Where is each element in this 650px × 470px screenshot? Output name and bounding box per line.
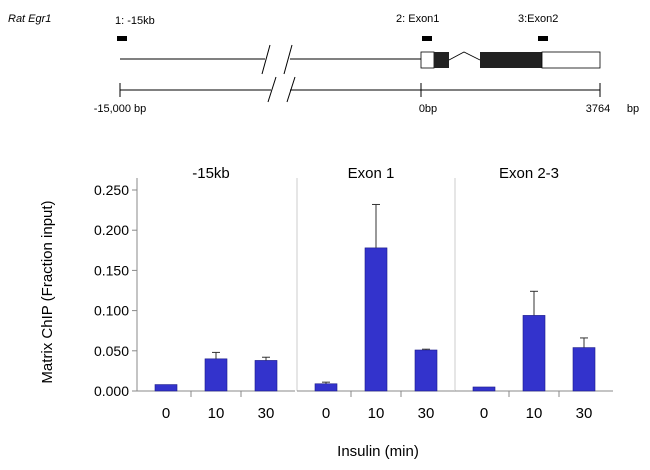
scale-unit-label: bp [627,103,639,115]
panel-1-title: Exon 1 [348,165,395,182]
probe-label-1: 1: -15kb [115,15,155,27]
y-tick-label: 0.250 [94,182,129,198]
exon1-utr [420,51,435,69]
panel-0-bar-2 [254,360,278,392]
y-tick-label: 0.200 [94,222,129,238]
probe-mark-1 [117,36,127,41]
panel-0-bar-1 [204,358,228,392]
y-tick-label: 0.050 [94,343,129,359]
scale-break-mark-2 [286,76,296,103]
scale-label-mid: 0bp [419,103,437,115]
bar-charts: 0.250 0.200 0.150 0.100 0.050 0.000 -15kb 0 10 30… [94,165,613,422]
y-tick-label: 0.150 [94,262,129,278]
panel-1-bar-1 [364,247,388,392]
scale-label-left: -15,000 bp [94,103,147,115]
panel-1-bar-0 [314,383,338,392]
panel-0-xlabel-2: 30 [258,405,275,422]
probe-label-3: 3:Exon2 [518,13,558,25]
break-mark-1 [261,44,271,75]
y-tick-label: 0.000 [94,383,129,399]
probe-mark-2 [422,36,432,41]
exon1-coding [434,52,449,68]
gene-map: Rat Egr1 1: -15kb 2: Exon1 3:Exon2 -15,0… [8,13,639,115]
panel-0-xlabel-0: 0 [162,405,170,422]
panel-1-bar-2 [414,349,438,392]
panel-2-xlabel-2: 30 [576,405,593,422]
panel-1-xlabel-1: 10 [368,405,385,422]
panel-0-xlabel-1: 10 [208,405,225,422]
probe-mark-3 [538,36,548,41]
intron [448,51,481,61]
scale-label-right: 3764 [586,103,610,115]
panel-1-xlabel-0: 0 [322,405,330,422]
break-mark-2 [283,44,293,75]
panel-2-bar-2 [572,347,596,392]
panel-1-xlabel-2: 30 [418,405,435,422]
scale-break-mark-1 [267,76,277,103]
exon2-coding [480,52,542,68]
panel-2-title: Exon 2-3 [499,165,559,182]
exon2-utr [541,51,601,69]
x-axis-label: Insulin (min) [337,443,419,460]
panel-2-xlabel-1: 10 [526,405,543,422]
panel-2-xlabel-0: 0 [480,405,488,422]
panel-2-bar-1 [522,315,546,392]
panel-0-title: -15kb [192,165,230,182]
species-label: Rat Egr1 [8,13,51,25]
probe-label-2: 2: Exon1 [396,13,439,25]
y-axis-label: Matrix ChIP (Fraction input) [39,200,56,383]
y-tick-label: 0.100 [94,303,129,319]
panel-0-bar-0 [154,384,178,392]
panel-2-bar-0 [472,386,496,392]
